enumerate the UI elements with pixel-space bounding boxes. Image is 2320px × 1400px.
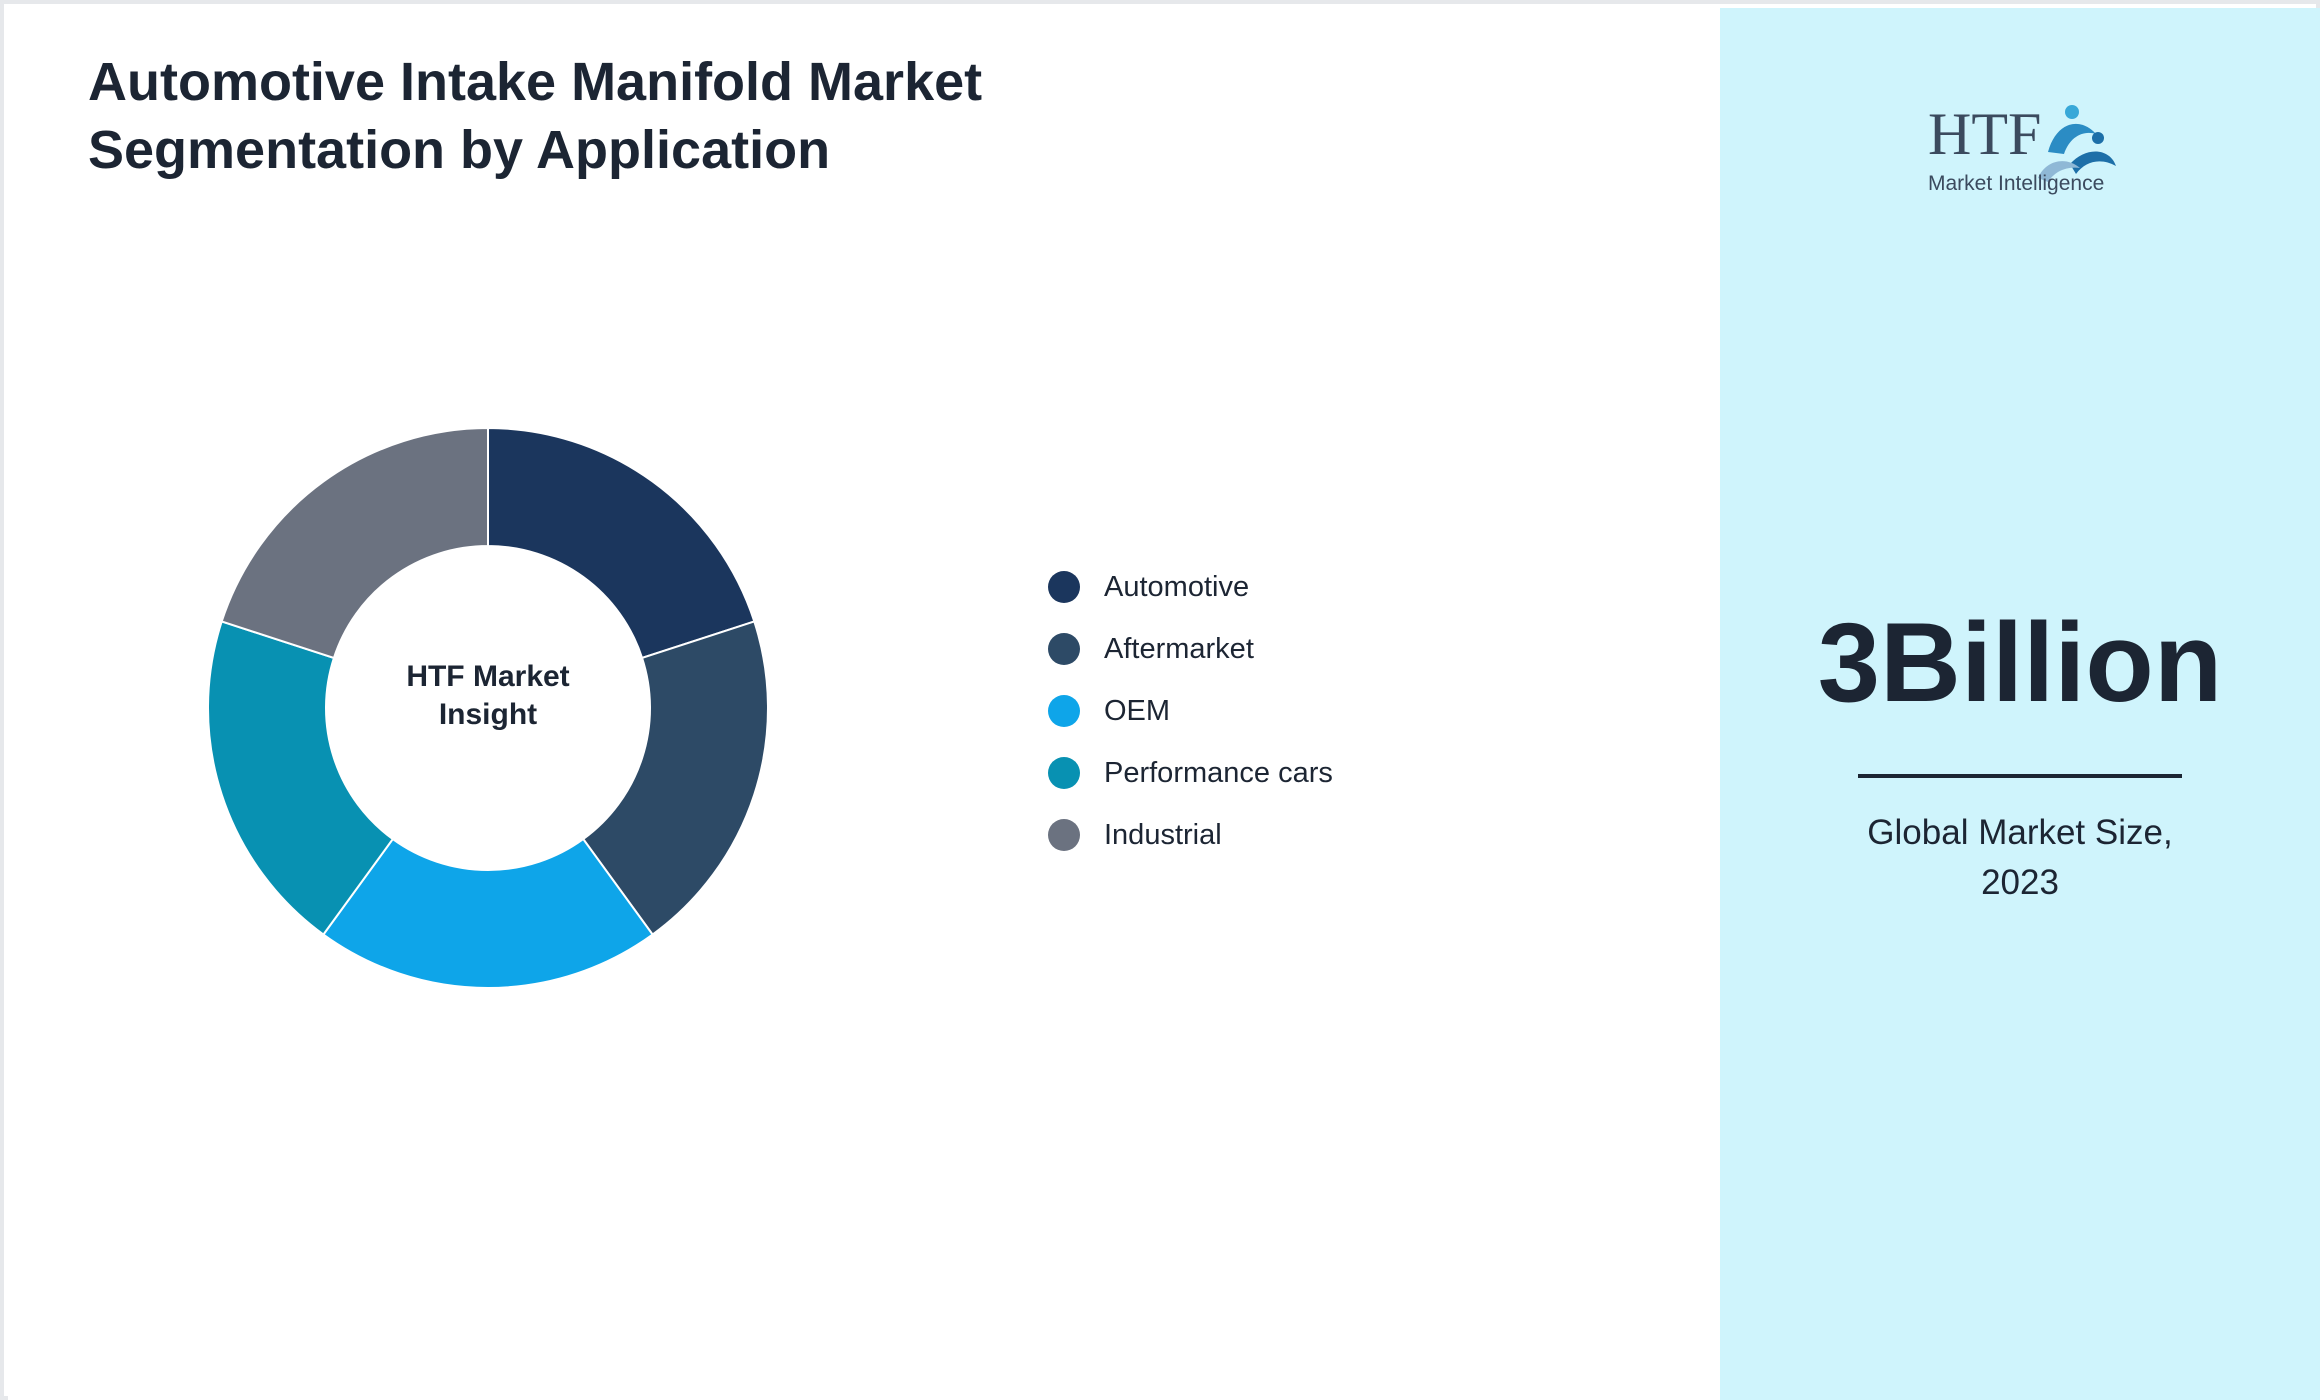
legend-item: Automotive [1048,556,1333,618]
donut-slice-aftermarket [581,620,769,936]
caption-line-2: 2023 [1981,863,2059,902]
chart-panel: Automotive Intake Manifold Market Segmen… [8,8,1720,1400]
donut-center-label: HTF Market Insight [388,658,588,734]
donut-slice-industrial [220,426,489,660]
legend-label: Performance cars [1104,756,1333,789]
logo-figure-head-2 [2092,132,2104,144]
legend-item: Performance cars [1048,742,1333,804]
legend-item: OEM [1048,680,1333,742]
legend-label: Aftermarket [1104,632,1254,665]
legend-swatch [1048,633,1080,665]
logo-tagline: Market Intelligence [1928,172,2104,195]
logo-figure-head-1 [2065,105,2079,119]
divider-line [1858,774,2182,778]
donut-slice-oem [322,837,654,990]
logo-figure-body-2 [2070,151,2116,174]
legend-swatch [1048,819,1080,851]
market-size-caption: Global Market Size, 2023 [1820,808,2220,908]
logo-figure-body-1 [2048,123,2096,154]
logo-brand-text: HTF [1928,101,2041,167]
donut-chart: HTF Market Insight [188,408,788,1008]
logo-figure-body-3 [2038,161,2080,182]
market-size-value: 3Billion [1817,600,2223,725]
summary-panel: HTF Market Intelligence 3Billion Global … [1720,8,2320,1400]
legend-label: OEM [1104,694,1171,727]
title-line-2: Segmentation by Application [88,120,831,180]
caption-line-1: Global Market Size, [1867,813,2173,852]
page-title: Automotive Intake Manifold Market Segmen… [88,48,1188,184]
legend-label: Industrial [1104,818,1222,851]
center-label-line-1: HTF Market [406,660,570,693]
legend-item: Industrial [1048,804,1333,866]
legend-label: Automotive [1104,570,1250,603]
donut-slice-performance-cars [207,620,395,936]
center-label-line-2: Insight [438,698,538,731]
legend-swatch [1048,571,1080,603]
htf-logo-icon: HTF Market Intelligence [1928,101,2116,195]
title-line-1: Automotive Intake Manifold Market [88,52,983,112]
legend-item: Aftermarket [1048,618,1333,680]
legend-swatch [1048,695,1080,727]
donut-svg [207,426,769,990]
chart-legend: Automotive Aftermarket OEM Performance cars… [1048,556,1333,866]
donut-slice-automotive [487,426,756,660]
legend-swatch [1048,757,1080,789]
